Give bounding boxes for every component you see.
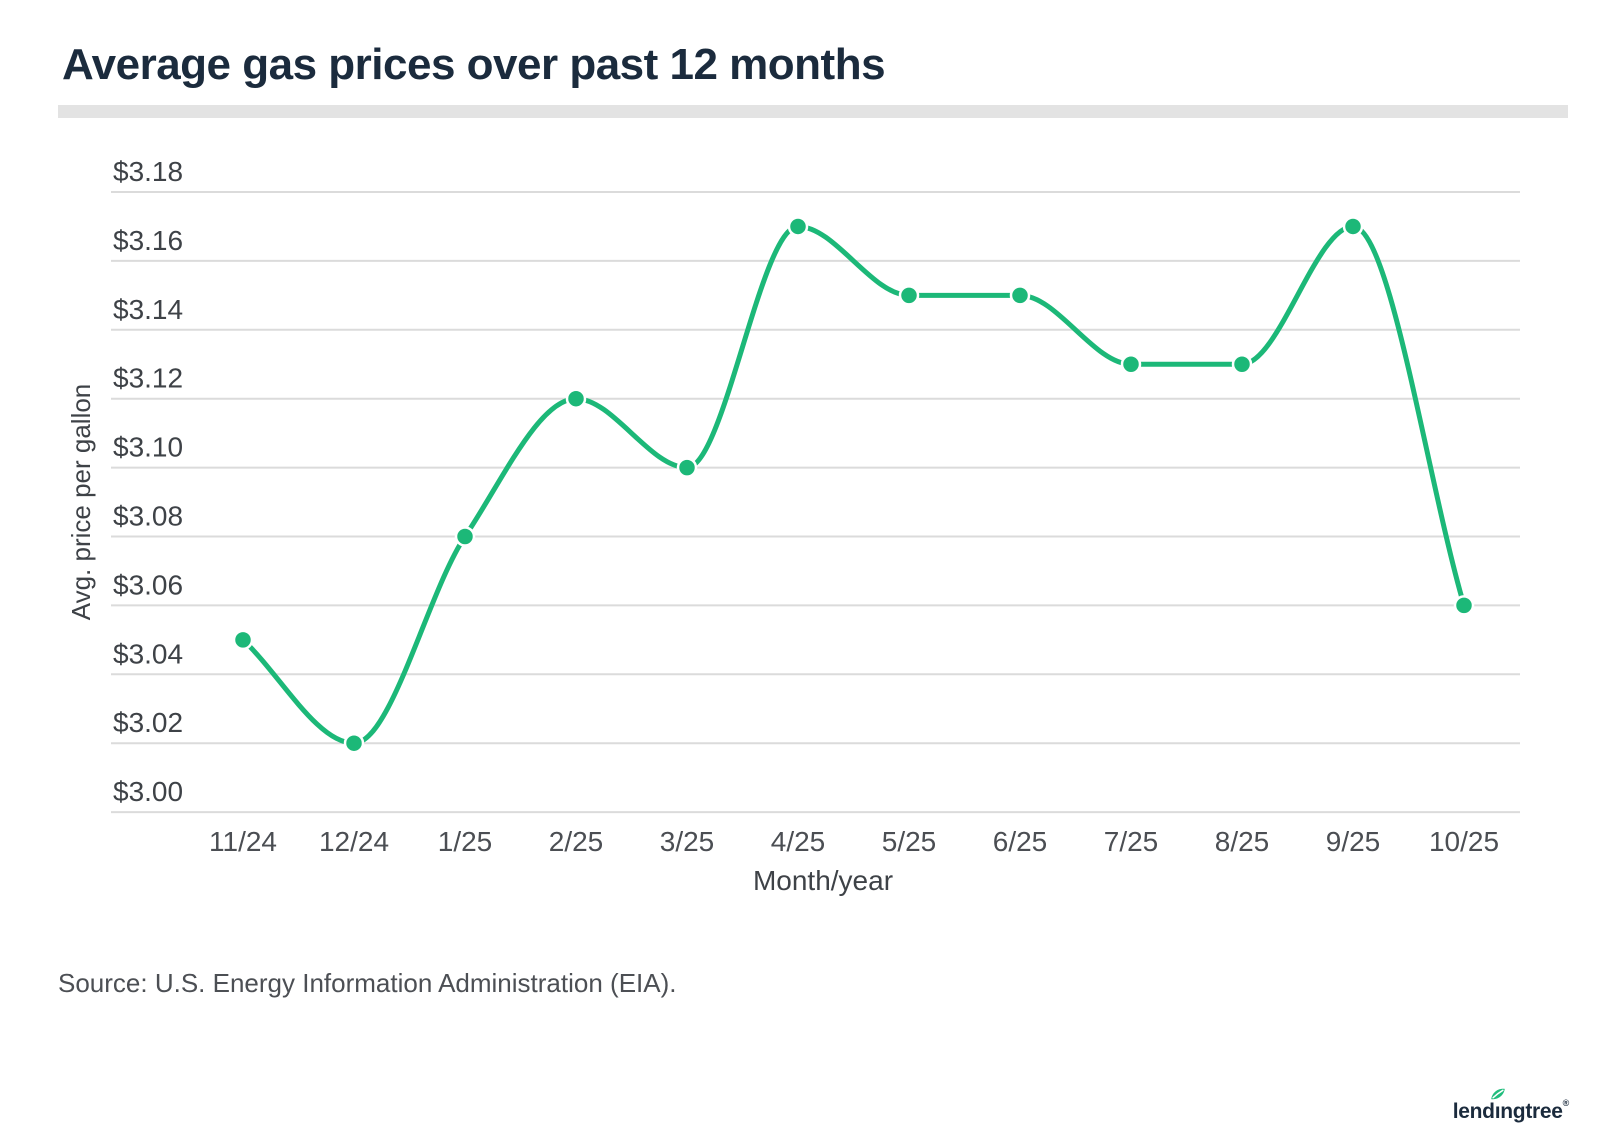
x-tick-label: 2/25 [549, 826, 604, 857]
logo-text-pre: lend [1452, 1100, 1495, 1123]
data-point-dot [343, 732, 365, 754]
title-divider [58, 105, 1568, 118]
data-point-dot [1342, 216, 1364, 237]
data-point-dot [454, 526, 476, 547]
x-tick-label: 9/25 [1326, 826, 1381, 857]
data-point-dot [1231, 354, 1253, 375]
x-tick-label: 3/25 [660, 826, 715, 857]
chart-title: Average gas prices over past 12 months [62, 40, 886, 89]
y-tick-label: $3.18 [113, 156, 183, 187]
x-axis-title: Month/year [753, 865, 893, 896]
x-tick-label: 1/25 [438, 826, 493, 857]
x-tick-label: 11/24 [209, 826, 277, 857]
y-tick-label: $3.10 [113, 432, 183, 463]
y-tick-label: $3.08 [113, 501, 183, 532]
data-point-dot [676, 457, 698, 478]
source-note: Source: U.S. Energy Information Administ… [58, 968, 677, 998]
y-tick-label: $3.14 [113, 294, 183, 325]
x-tick-label: 12/24 [319, 826, 389, 857]
logo-text-post: ngtree [1500, 1100, 1563, 1123]
y-tick-label: $3.06 [113, 569, 183, 600]
registered-mark: ® [1562, 1098, 1570, 1108]
data-point-dot [232, 629, 254, 651]
y-tick-label: $3.12 [113, 363, 183, 394]
x-tick-label: 8/25 [1215, 826, 1270, 857]
x-tick-label: 4/25 [771, 826, 826, 857]
data-point-dot [787, 216, 809, 237]
x-tick-label: 6/25 [993, 826, 1048, 857]
data-point-dot [1120, 354, 1142, 375]
data-point-dot [565, 388, 587, 409]
y-tick-label: $3.00 [113, 776, 183, 807]
leaf-icon [1490, 1088, 1505, 1100]
x-tick-label: 5/25 [882, 826, 937, 857]
y-tick-label: $3.16 [113, 225, 183, 256]
x-tick-label: 7/25 [1104, 826, 1159, 857]
x-tick-label: 10/25 [1429, 826, 1499, 857]
y-axis-title: Avg. price per gallon [66, 384, 96, 621]
data-point-dot [898, 285, 920, 306]
y-tick-label: $3.04 [113, 638, 183, 669]
y-tick-label: $3.02 [113, 707, 183, 738]
data-point-dot [1453, 595, 1475, 616]
price-line [240, 223, 1467, 746]
logo-letter-i: ı [1490, 1088, 1505, 1124]
data-point-dot [1009, 285, 1031, 306]
lendingtree-logo: lend ıngtree® [1452, 1088, 1570, 1124]
